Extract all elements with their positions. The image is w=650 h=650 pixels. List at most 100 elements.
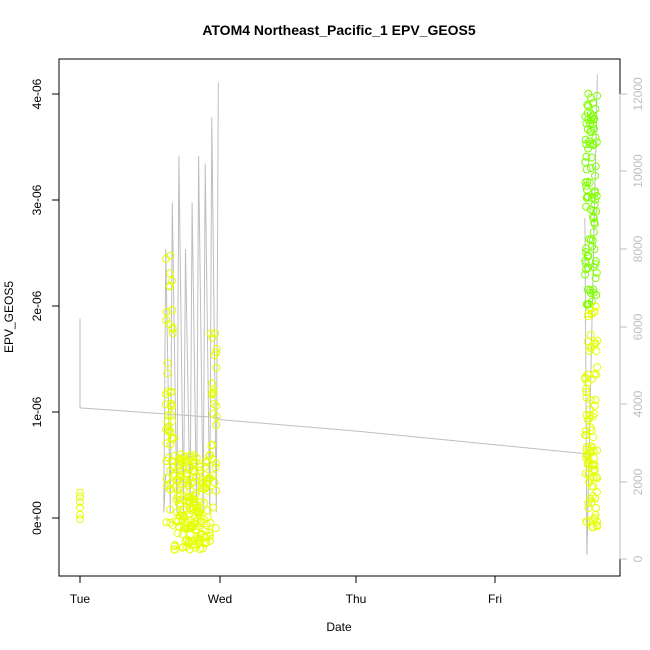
data-point-f2-136 [590, 308, 599, 317]
data-point-f1-96 [164, 422, 173, 431]
data-point-f1-250 [182, 522, 191, 530]
altitude-line-flight-1 [163, 82, 219, 513]
data-point-f2-163 [589, 515, 598, 524]
data-point-2 [76, 498, 84, 507]
data-point-f1-187 [167, 410, 176, 419]
data-point-f2-159 [583, 125, 592, 134]
plot-frame [58, 58, 621, 577]
data-point-f1-75 [166, 505, 175, 514]
data-point-f1-234 [173, 491, 182, 500]
data-point-f1-205 [163, 387, 172, 396]
data-point-f1-28 [164, 411, 173, 419]
data-point-f2-113 [584, 89, 593, 98]
data-point-f1-180 [164, 453, 173, 462]
data-point-1 [76, 492, 84, 501]
data-point-f1-163 [185, 545, 194, 554]
data-point-f1-177 [197, 478, 206, 487]
y-tick-label-left-4: 4e-06 [30, 78, 44, 109]
data-point-f2-178 [585, 137, 594, 146]
data-point-f2-134 [582, 411, 591, 419]
data-point-f1-202 [182, 518, 191, 527]
data-point-f1-165 [166, 440, 175, 449]
data-point-f2-131 [582, 248, 590, 257]
data-point-f1-57 [166, 518, 175, 527]
data-point-f1-94 [188, 503, 197, 512]
data-point-f1-171 [191, 458, 200, 467]
data-point-f1-255 [201, 525, 210, 534]
data-point-f2-143 [583, 337, 592, 346]
data-point-f1-206 [185, 493, 194, 502]
data-point-f2-168 [587, 153, 596, 162]
data-point-f1-134 [210, 399, 219, 408]
data-point-f1-240 [211, 463, 220, 472]
data-point-f2-171 [592, 268, 601, 277]
data-point-f2-155 [589, 491, 598, 500]
altitude-line-flight-2 [584, 74, 598, 556]
x-tick-label-0: Tue [70, 592, 91, 606]
data-point-f1-125 [173, 485, 182, 494]
y-tick-label-left-1: 1e-06 [30, 396, 44, 427]
data-point-f1-243 [168, 434, 177, 443]
data-point-f1-242 [198, 544, 207, 553]
data-point-f2-101 [587, 310, 596, 318]
data-point-f2-157 [590, 245, 599, 254]
data-point-f1-173 [194, 539, 203, 548]
data-point-f1-62 [165, 426, 174, 435]
data-point-f2-117 [581, 135, 590, 144]
data-point-f2-76 [582, 393, 591, 402]
data-point-f2-177 [590, 218, 599, 227]
y-tick-label-left-0: 0e+00 [30, 501, 44, 535]
data-point-f2-10 [585, 478, 594, 487]
data-point-f1-249 [203, 513, 212, 522]
data-point-f2-60 [586, 474, 595, 482]
data-point-f2-148 [586, 164, 595, 172]
data-point-f1-11 [211, 329, 220, 338]
data-point-f1-204 [199, 515, 208, 524]
data-point-f2-135 [589, 473, 598, 482]
data-point-f2-4 [586, 330, 595, 339]
data-point-f2-25 [585, 235, 594, 244]
data-point-f1-231 [162, 474, 171, 483]
data-point-f2-158 [583, 100, 592, 109]
data-point-f1-237 [166, 388, 175, 397]
data-point-f2-41 [589, 482, 598, 491]
data-point-f2-79 [589, 465, 598, 474]
data-point-f2-156 [581, 270, 589, 279]
data-point-f1-54 [196, 462, 205, 471]
data-point-f1-50 [168, 306, 177, 314]
data-point-f1-219 [166, 401, 175, 410]
data-point-f1-138 [212, 401, 221, 410]
data-point-f2-105 [589, 285, 598, 294]
data-point-f1-147 [201, 457, 210, 466]
y-axis-label: EPV_GEOS5 [2, 281, 16, 353]
data-point-f2-118 [589, 206, 598, 215]
data-point-f1-214 [207, 441, 216, 450]
data-point-f2-179 [590, 409, 599, 418]
data-point-f2-43 [582, 165, 591, 174]
data-point-f1-137 [168, 329, 177, 338]
y-tick-label-left-2: 2e-06 [30, 290, 44, 321]
data-point-f1-226 [195, 508, 204, 516]
data-point-f2-164 [592, 503, 600, 512]
data-point-f1-227 [206, 536, 214, 545]
data-point-f1-241 [208, 390, 217, 399]
data-point-f1-69 [162, 316, 171, 325]
data-point-f1-239 [198, 479, 207, 488]
data-point-f1-210 [212, 363, 221, 372]
data-point-f1-211 [210, 478, 219, 487]
data-point-f2-38 [582, 152, 591, 161]
chart-title: ATOM4 Northeast_Pacific_1 EPV_GEOS5 [202, 22, 476, 38]
data-point-f2-140 [591, 162, 600, 171]
data-point-f2-59 [591, 494, 600, 503]
data-point-f2-109 [581, 431, 590, 440]
data-point-0 [76, 488, 84, 497]
data-point-f2-119 [592, 370, 601, 379]
data-point-f1-110 [208, 410, 217, 419]
series-layer [76, 74, 602, 556]
data-point-f1-155 [190, 540, 199, 549]
data-point-f2-122 [583, 370, 592, 379]
x-tick-label-1: Wed [208, 592, 232, 606]
data-point-f2-13 [582, 265, 591, 274]
data-point-f1-238 [163, 369, 172, 378]
data-point-f1-195 [186, 463, 194, 472]
